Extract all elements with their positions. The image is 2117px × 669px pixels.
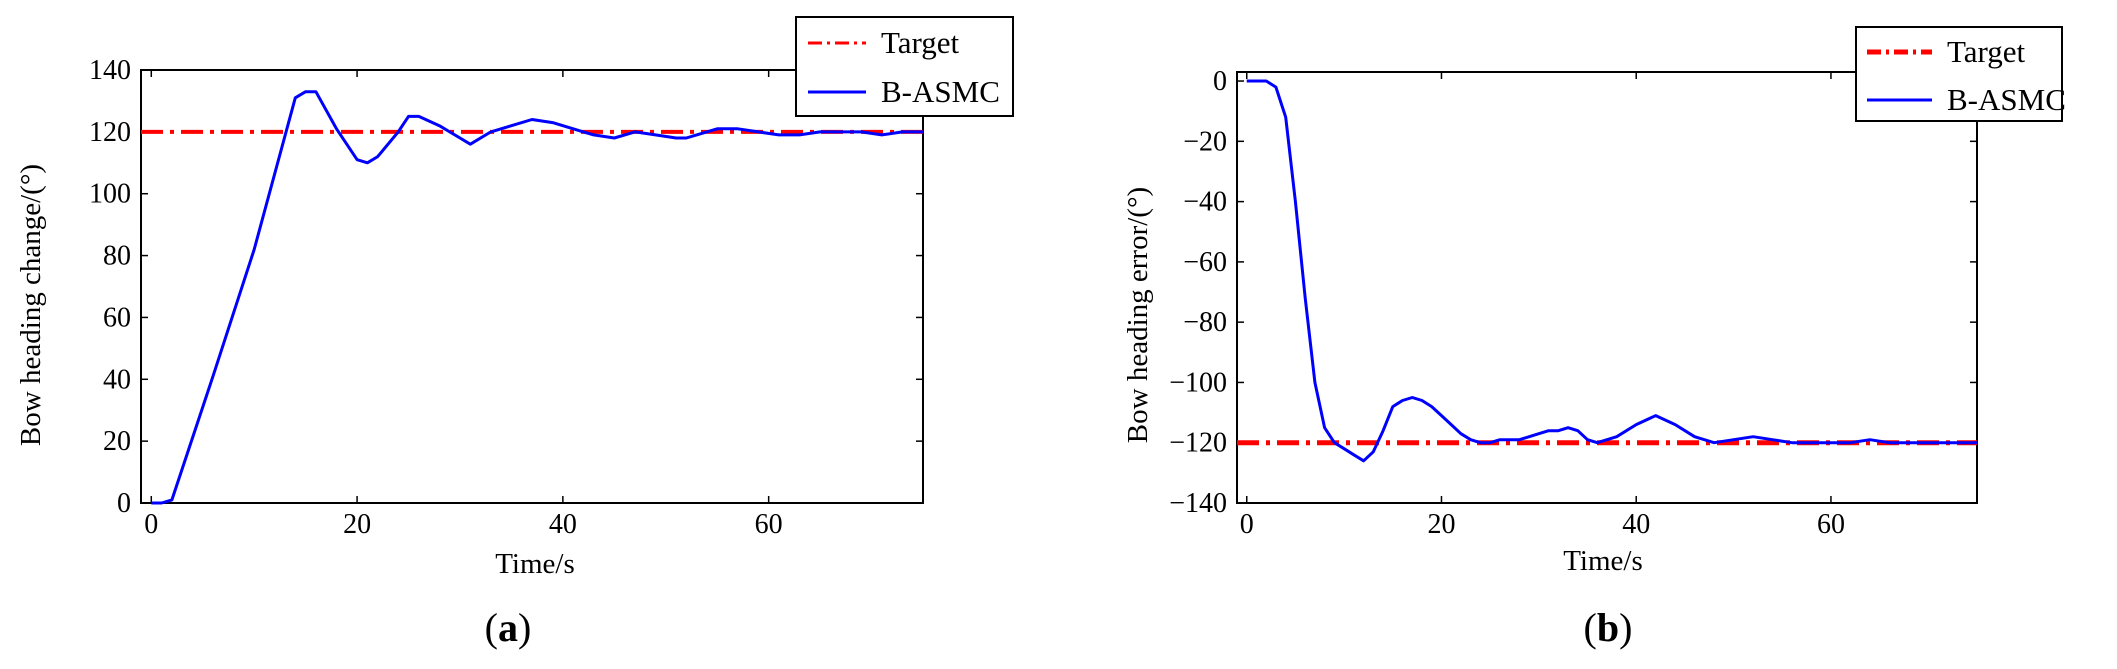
panel-a-caption-open: (: [485, 605, 498, 650]
panel-b-y-tick-label: −40: [1183, 187, 1227, 218]
panel-b-y-tick-label: −60: [1183, 247, 1227, 278]
panel-a-x-tick-label: 60: [755, 509, 783, 540]
panel-a-y-tick-label: 120: [89, 117, 131, 148]
panel-b-basmc-line: [1246, 79, 1977, 463]
panel-b-axes-frame: [1236, 71, 1978, 504]
panel-b-legend-box: [1855, 26, 2063, 122]
panel-a-x-tick-label: 20: [343, 509, 371, 540]
panel-a-plot-area: 0 20 40 60 0 20 40 60 80 100 120 140: [89, 55, 924, 540]
panel-b-y-tick-label: 0: [1213, 66, 1227, 97]
panel-a-legend-box: [795, 16, 1014, 117]
panel-a-y-tick-label: 100: [89, 179, 131, 210]
panel-a-y-tick-label: 60: [103, 302, 131, 333]
panel-b-x-tick-label: 20: [1427, 509, 1455, 540]
panel-b-y-tick-label: −120: [1169, 428, 1227, 459]
panel-b-y-tick-label: −140: [1169, 488, 1227, 519]
panel-b-y-tick-label: −20: [1183, 126, 1227, 157]
panel-b-bow-heading-error: 0 20 40 600−20−40−60−80−100−120−140 Time/s …: [1122, 26, 2066, 650]
panel-a-bow-heading-change: 0 20 40 60 0 20 40 60 80 100 120 140 Time/s Bow hea…: [15, 16, 1014, 650]
panel-b-legend-basmc-label: B-ASMC: [1947, 82, 2066, 117]
panel-a-legend: Target B-ASMC: [795, 16, 1014, 117]
panel-a-caption-close: ): [518, 605, 531, 650]
panel-b-caption-close: ): [1619, 605, 1632, 650]
panel-b-x-tick-label: 60: [1817, 509, 1845, 540]
panel-b-x-axis-label: Time/s: [1563, 545, 1643, 577]
panel-b-legend-target-label: Target: [1947, 34, 2026, 69]
panel-b-legend: Target B-ASMC: [1855, 26, 2066, 122]
panel-a-y-tick-label: 20: [103, 426, 131, 457]
panel-b-caption-letter: b: [1597, 605, 1619, 650]
panel-a-legend-basmc-label: B-ASMC: [881, 74, 1000, 109]
panel-b-x-tick-label: 40: [1622, 509, 1650, 540]
panel-b-y-tick-label: −80: [1183, 307, 1227, 338]
panel-a-caption-letter: a: [498, 605, 518, 650]
panel-a-basmc-line: [151, 90, 923, 505]
panel-a-y-tick-label: 80: [103, 241, 131, 272]
panel-b-plot-area: 0 20 40 60 0 −20 −40 −60 −80 −100 −120 −140: [1169, 66, 1978, 540]
panel-a-axes-frame: [140, 69, 924, 504]
panel-a-y-tick-label: 40: [103, 364, 131, 395]
panel-a-x-tick-label: 0: [144, 509, 158, 540]
panel-b-caption-open: (: [1584, 605, 1597, 650]
panel-b-x-tick-label: 0: [1240, 509, 1254, 540]
panel-b-y-tick-label: −100: [1169, 367, 1227, 398]
panel-a-x-tick-label: 40: [549, 509, 577, 540]
panel-a-caption: (a): [485, 605, 532, 650]
panel-a-y-tick-label: 140: [89, 55, 131, 86]
panel-b-y-axis-label: Bow heading error/(°): [1122, 187, 1154, 443]
panel-b-caption: (b): [1584, 605, 1633, 650]
panel-a-x-axis-label: Time/s: [495, 548, 575, 580]
panel-a-legend-target-label: Target: [881, 25, 960, 60]
panel-a-y-axis-label: Bow heading change/(°): [15, 164, 47, 446]
panel-a-y-tick-label: 0: [117, 488, 131, 519]
